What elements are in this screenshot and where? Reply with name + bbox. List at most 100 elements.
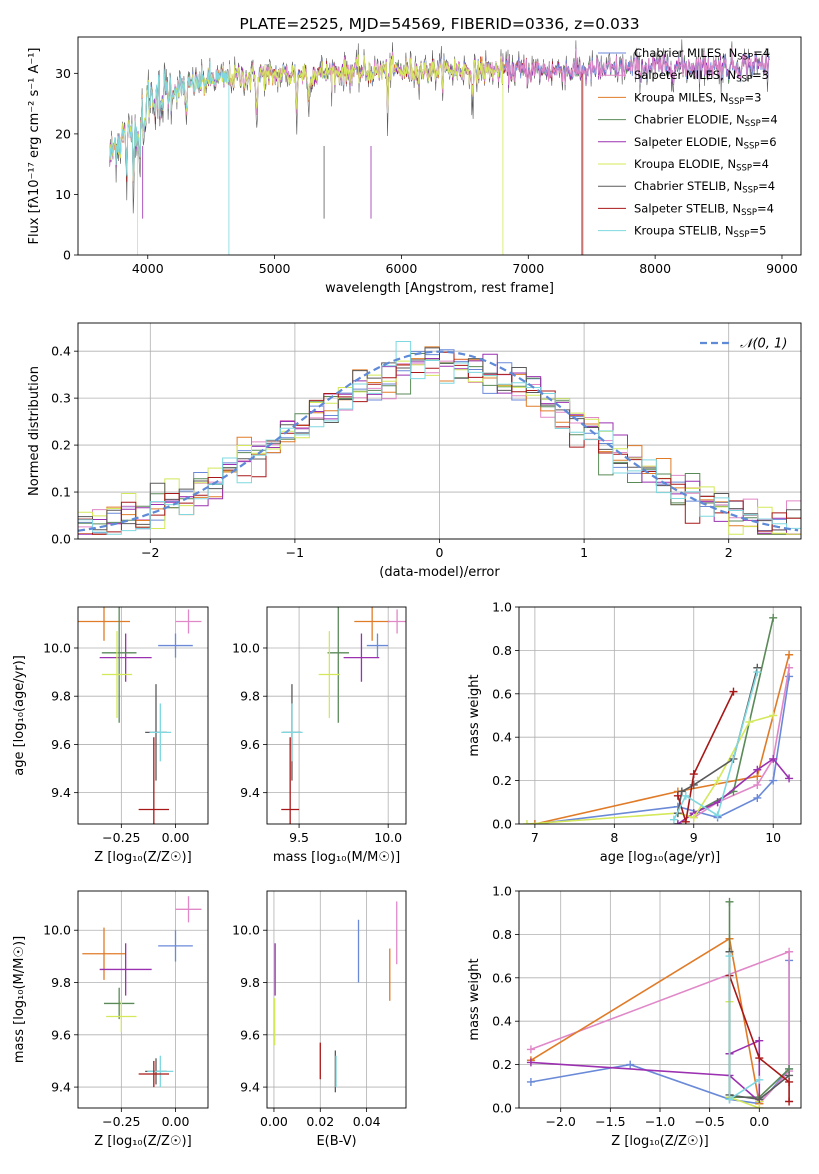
weight-marker	[785, 774, 794, 783]
legend-suffix: =5	[749, 224, 766, 238]
errorbar-point	[175, 896, 202, 923]
plot-massweight_vs_z: −2.0 −1.5 −1.0 −0.5 0.0 0.0 0.2 0.4 0.6 0.8 1.0 Z […	[467, 884, 802, 1149]
y-tick-label: 0	[63, 248, 71, 263]
legend-sub: SSP	[734, 230, 750, 240]
weight-marker	[681, 791, 690, 800]
legend-label: Kroupa STELIB, N	[634, 224, 734, 238]
x-tick-label: 5000	[259, 261, 291, 276]
x-tick-label: 2	[725, 545, 733, 560]
weight-marker	[755, 1095, 764, 1104]
x-tick-label: 0	[436, 545, 444, 560]
errorbar-point	[138, 737, 169, 824]
y-tick-label: 10.0	[232, 640, 260, 655]
y-tick-label: 0.0	[492, 1101, 512, 1116]
x-tick-label: 0.0	[749, 1114, 769, 1129]
plot-area	[82, 896, 202, 1088]
errorbar-point	[158, 633, 193, 658]
plot-area	[273, 901, 398, 1093]
weight-marker	[673, 820, 682, 824]
legend-suffix: =6	[760, 135, 777, 149]
weight-line	[677, 691, 735, 823]
plot-age_vs_z: −0.25 0.00 9.4 9.6 9.8 10.0 Z [log₁₀(Z/Z☉)] age…	[12, 606, 209, 865]
y-tick-label: 30	[55, 66, 71, 81]
weight-line	[534, 654, 790, 824]
legend-sub: SSP	[736, 164, 752, 174]
y-tick-label: 0.4	[492, 1014, 512, 1029]
x-tick-label: 0.04	[353, 1114, 381, 1129]
y-tick-label: 9.8	[51, 975, 71, 990]
y-tick-label: 0.2	[492, 773, 512, 788]
x-axis-label: (data-model)/error	[379, 565, 500, 580]
errorbar-point	[158, 930, 193, 962]
spectrum-line	[109, 61, 230, 255]
x-tick-label: 8000	[639, 261, 671, 276]
weight-series	[673, 754, 794, 824]
legend-sub: SSP	[736, 75, 752, 85]
legend-entry: Salpeter MILES, NSSP=3	[634, 68, 769, 85]
legend-suffix: =3	[752, 68, 769, 82]
x-tick-label: 8	[610, 830, 618, 845]
gaussian-curve	[78, 350, 799, 532]
y-axis-label: mass weight	[467, 674, 482, 756]
legend-suffix: =3	[744, 90, 761, 104]
plot-area	[78, 607, 202, 824]
weight-marker	[689, 780, 698, 789]
chart-title: PLATE=2525, MJD=54569, FIBERID=0336, z=0…	[239, 15, 639, 33]
x-tick-label: 10.0	[374, 830, 402, 845]
y-tick-label: 10.0	[232, 923, 260, 938]
grid	[267, 891, 406, 1108]
weight-series	[725, 952, 764, 1104]
legend-entry: Kroupa ELODIE, NSSP=4	[634, 157, 769, 174]
axes-frame	[266, 890, 407, 1109]
errorbar-point	[149, 703, 172, 762]
legend-suffix: =4	[752, 157, 769, 171]
y-tick-label: 0.2	[492, 1057, 512, 1072]
y-tick-label: 1.0	[492, 600, 512, 615]
legend-entry: Chabrier ELODIE, NSSP=4	[634, 113, 778, 130]
plot-area	[522, 613, 794, 824]
legend-suffix: =4	[758, 179, 775, 193]
spectrum-line	[109, 54, 504, 255]
x-axis-label: E(B-V)	[316, 1134, 356, 1149]
weight-line	[673, 671, 759, 821]
weight-marker	[785, 1097, 794, 1106]
weight-marker	[725, 897, 734, 906]
axes-frame	[266, 606, 407, 825]
legend-entry: Chabrier MILES, NSSP=4	[634, 46, 770, 63]
x-axis-label: Z [log₁₀(Z/Z☉)]	[94, 1134, 191, 1149]
weight-marker	[753, 780, 762, 789]
legend-sub: SSP	[745, 119, 761, 129]
axes-frame	[77, 890, 209, 1109]
y-axis-label: Flux [fλ10⁻¹⁷ erg cm⁻² s⁻¹ A⁻¹]	[27, 48, 42, 245]
x-axis-label: age [log₁₀(age/yr)]	[600, 850, 721, 865]
weight-marker	[755, 1054, 764, 1063]
weight-line	[534, 676, 790, 824]
legend-entry: Salpeter ELODIE, NSSP=6	[634, 135, 777, 152]
weight-marker	[785, 1077, 794, 1086]
weight-series	[669, 668, 762, 824]
y-tick-label: 0.3	[51, 391, 71, 406]
x-tick-label: −2.0	[546, 1114, 576, 1129]
legend: Chabrier MILES, NSSP=4 Salpeter MILES, NS…	[598, 46, 778, 240]
y-axis-label: age [log₁₀(age/yr)]	[12, 655, 27, 776]
errorbar-point	[106, 1000, 137, 1033]
x-tick-label: −1	[286, 545, 304, 560]
weight-marker	[725, 952, 734, 961]
weight-marker	[689, 770, 698, 779]
plot-age_vs_mass: 9.5 10.0 9.4 9.6 9.8 10.0 mass [log₁₀(M/M☉)]	[232, 606, 407, 865]
errorbar-point	[101, 607, 137, 723]
x-tick-label: 0.00	[162, 830, 190, 845]
x-tick-label: −1.5	[595, 1114, 625, 1129]
y-tick-label: 1.0	[492, 884, 512, 899]
errorbar-point	[281, 703, 303, 762]
legend-sub: SSP	[741, 208, 757, 218]
weight-marker	[681, 817, 690, 824]
weight-marker	[669, 815, 678, 824]
weight-line	[530, 1039, 761, 1104]
weight-marker	[753, 765, 762, 774]
x-tick-label: 9	[690, 830, 698, 845]
y-tick-label: 0.4	[492, 730, 512, 745]
legend-suffix: =4	[757, 201, 774, 215]
y-axis-label: mass [log₁₀(M/M☉)]	[12, 936, 27, 1063]
